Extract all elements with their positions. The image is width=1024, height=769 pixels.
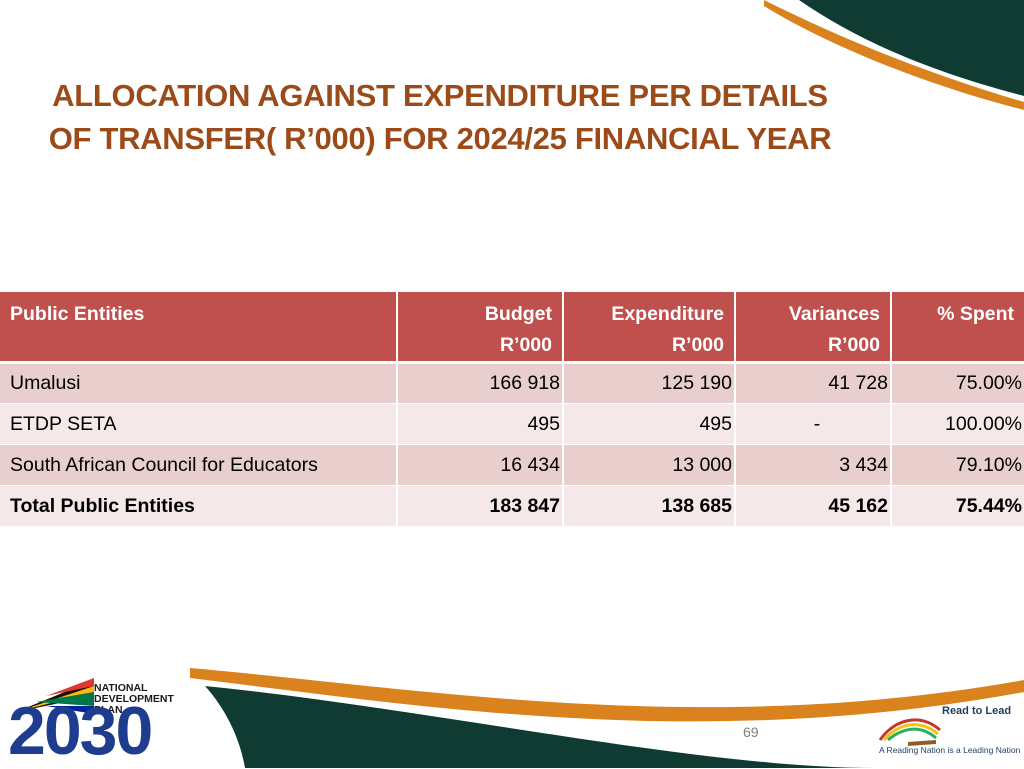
ndp-line-2: DEVELOPMENT <box>94 693 174 705</box>
cell-budget: 495 <box>397 403 564 445</box>
ndp-logo-text: NATIONAL DEVELOPMENT PLAN <box>94 683 174 716</box>
cell-expenditure: 13 000 <box>563 444 736 486</box>
cell-total-variance: 45 162 <box>735 485 892 527</box>
public-entities-table: Public Entities Budget R’000 Expenditure… <box>0 292 1024 527</box>
header-spent-label: % Spent <box>937 303 1014 325</box>
cell-entity: Umalusi <box>0 362 398 404</box>
ndp-2030-logo <box>16 678 94 714</box>
cell-budget: 16 434 <box>397 444 564 486</box>
title-line-1: ALLOCATION AGAINST EXPENDITURE PER DETAI… <box>52 78 828 113</box>
header-variances-line1: Variances <box>788 303 880 325</box>
slide-title: ALLOCATION AGAINST EXPENDITURE PER DETAI… <box>0 74 880 160</box>
cell-entity: ETDP SETA <box>0 403 398 445</box>
page-number: 69 <box>743 724 759 740</box>
cell-total-budget: 183 847 <box>397 485 564 527</box>
bottom-decoration <box>190 668 1024 768</box>
table-row: Umalusi 166 918 125 190 41 728 75.00% <box>0 362 1024 404</box>
cell-total-entity: Total Public Entities <box>0 485 398 527</box>
cell-expenditure: 495 <box>563 403 736 445</box>
read-to-lead-title: Read to Lead <box>942 705 1012 717</box>
cell-total-spent: 75.44% <box>891 485 1024 527</box>
header-expenditure: Expenditure R’000 <box>563 292 736 364</box>
header-variances-line2: R’000 <box>827 334 880 356</box>
header-public-entities: Public Entities <box>0 292 398 364</box>
header-expenditure-line2: R’000 <box>671 334 724 356</box>
read-to-lead-tagline: A Reading Nation is a Leading Nation <box>879 745 1021 755</box>
cell-variance: - <box>735 403 892 445</box>
ndp-line-3: PLAN <box>94 704 123 716</box>
cell-total-expenditure: 138 685 <box>563 485 736 527</box>
cell-spent: 75.00% <box>891 362 1024 404</box>
header-budget-line2: R’000 <box>499 334 552 356</box>
corner-decoration <box>764 0 1024 110</box>
read-to-lead-logo <box>878 718 941 746</box>
cell-spent: 100.00% <box>891 403 1024 445</box>
header-expenditure-line1: Expenditure <box>611 303 724 325</box>
ndp-line-1: NATIONAL <box>94 682 148 694</box>
cell-variance: 41 728 <box>735 362 892 404</box>
ndp-year: 2030 <box>8 693 153 769</box>
table-header-row: Public Entities Budget R’000 Expenditure… <box>0 292 1024 364</box>
cell-variance: 3 434 <box>735 444 892 486</box>
header-percent-spent: % Spent <box>891 292 1024 364</box>
header-budget: Budget R’000 <box>397 292 564 364</box>
title-line-2: OF TRANSFER( R’000) FOR 2024/25 FINANCIA… <box>48 121 832 156</box>
cell-budget: 166 918 <box>397 362 564 404</box>
header-variances: Variances R’000 <box>735 292 892 364</box>
cell-entity: South African Council for Educators <box>0 444 398 486</box>
table-total-row: Total Public Entities 183 847 138 685 45… <box>0 485 1024 527</box>
table-row: South African Council for Educators 16 4… <box>0 444 1024 486</box>
cell-spent: 79.10% <box>891 444 1024 486</box>
table-row: ETDP SETA 495 495 - 100.00% <box>0 403 1024 445</box>
header-budget-line1: Budget <box>484 303 552 325</box>
header-entity-label: Public Entities <box>10 303 145 325</box>
cell-expenditure: 125 190 <box>563 362 736 404</box>
